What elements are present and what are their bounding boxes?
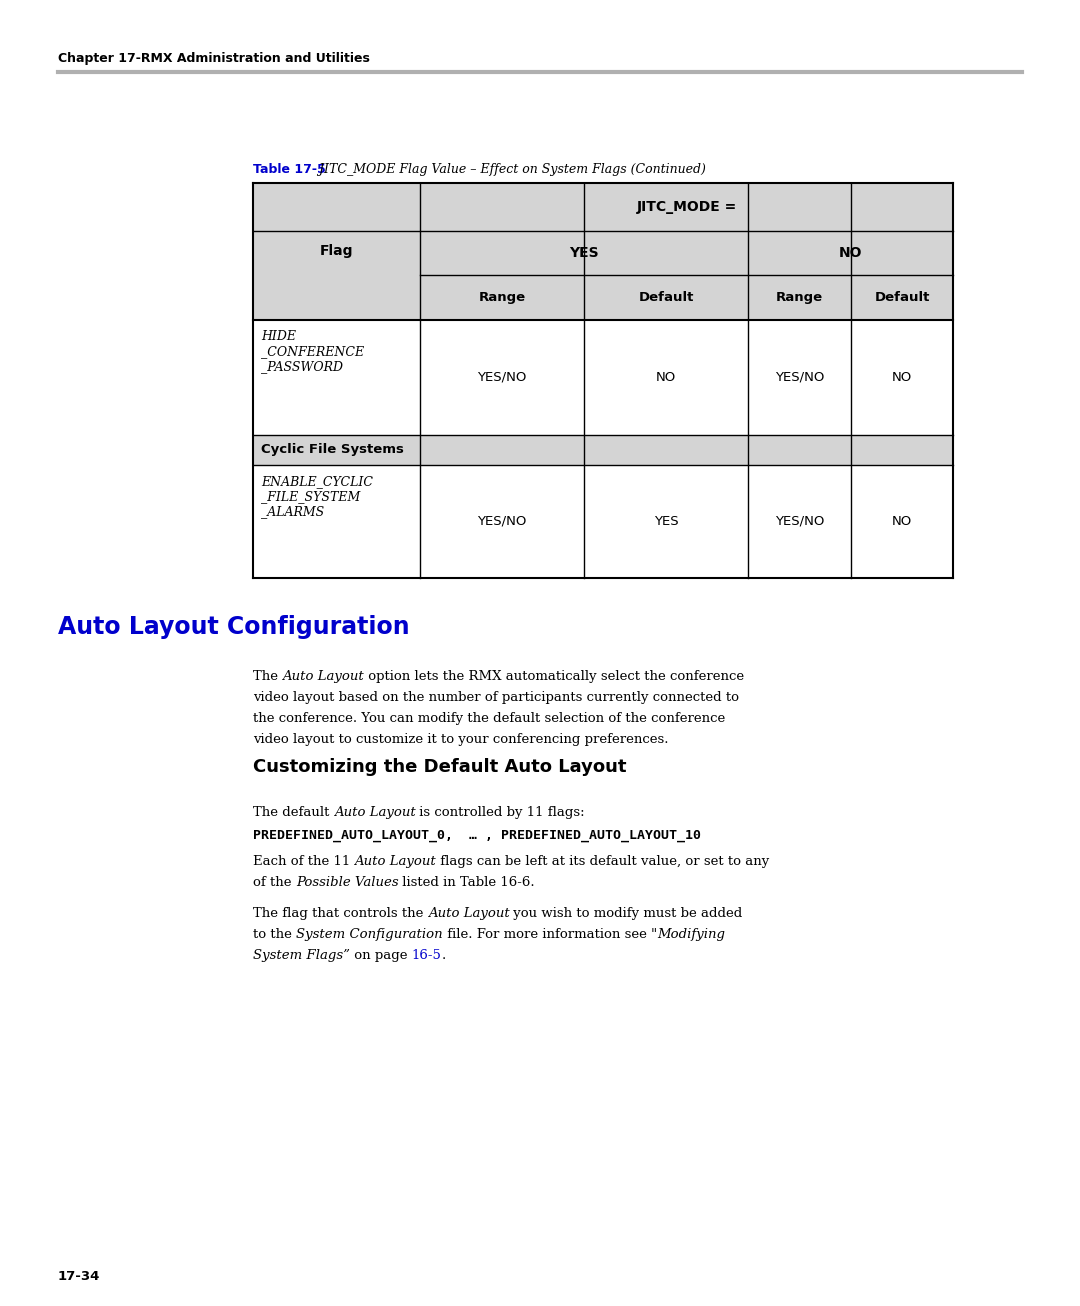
Text: file. For more information see ": file. For more information see " bbox=[443, 929, 657, 942]
Bar bbox=[851, 465, 953, 579]
Bar bbox=[748, 231, 953, 276]
Text: Range: Range bbox=[478, 291, 526, 304]
Text: flags can be left at its default value, or set to any: flags can be left at its default value, … bbox=[436, 855, 769, 868]
Bar bbox=[420, 231, 748, 276]
Text: The default: The default bbox=[253, 806, 334, 819]
Text: Possible Values: Possible Values bbox=[296, 876, 399, 889]
Text: PREDEFINED_AUTO_LAYOUT_0,  … , PREDEFINED_AUTO_LAYOUT_10: PREDEFINED_AUTO_LAYOUT_0, … , PREDEFINED… bbox=[253, 829, 701, 842]
Bar bbox=[851, 276, 953, 320]
Text: The flag that controls the: The flag that controls the bbox=[253, 906, 428, 919]
Text: is controlled by 11 flags:: is controlled by 11 flags: bbox=[416, 806, 585, 819]
Text: Customizing the Default Auto Layout: Customizing the Default Auto Layout bbox=[253, 757, 626, 776]
Bar bbox=[253, 183, 420, 231]
Text: Auto Layout: Auto Layout bbox=[282, 670, 364, 683]
Text: video layout based on the number of participants currently connected to: video layout based on the number of part… bbox=[253, 691, 739, 704]
Bar bbox=[253, 435, 953, 465]
Text: Chapter 17-RMX Administration and Utilities: Chapter 17-RMX Administration and Utilit… bbox=[58, 52, 369, 65]
Text: 16-5: 16-5 bbox=[411, 949, 442, 963]
Text: Auto Layout: Auto Layout bbox=[428, 906, 510, 919]
Text: YES/NO: YES/NO bbox=[477, 515, 527, 528]
Text: Default: Default bbox=[875, 291, 930, 304]
Text: Auto Layout Configuration: Auto Layout Configuration bbox=[58, 615, 409, 639]
Text: the conference. You can modify the default selection of the conference: the conference. You can modify the defau… bbox=[253, 712, 726, 725]
Text: option lets the RMX automatically select the conference: option lets the RMX automatically select… bbox=[364, 670, 744, 683]
Bar bbox=[420, 183, 953, 231]
Bar bbox=[748, 465, 851, 579]
Text: The: The bbox=[253, 670, 282, 683]
Bar bbox=[748, 276, 851, 320]
Text: System Configuration: System Configuration bbox=[296, 929, 443, 942]
Bar bbox=[851, 320, 953, 435]
Text: JITC_MODE =: JITC_MODE = bbox=[636, 200, 737, 214]
Text: Table 17-5: Table 17-5 bbox=[253, 163, 326, 176]
Text: Auto Layout: Auto Layout bbox=[354, 855, 436, 868]
Text: YES/NO: YES/NO bbox=[774, 371, 824, 384]
Text: NO: NO bbox=[892, 371, 913, 384]
Bar bbox=[584, 465, 748, 579]
Text: video layout to customize it to your conferencing preferences.: video layout to customize it to your con… bbox=[253, 733, 669, 746]
Text: Flag: Flag bbox=[320, 244, 353, 259]
Text: ENABLE_CYCLIC
_FILE_SYSTEM
_ALARMS: ENABLE_CYCLIC _FILE_SYSTEM _ALARMS bbox=[261, 475, 373, 518]
Bar bbox=[584, 276, 748, 320]
Bar bbox=[748, 320, 851, 435]
Text: NO: NO bbox=[892, 515, 913, 528]
Text: of the: of the bbox=[253, 876, 296, 889]
Text: you wish to modify must be added: you wish to modify must be added bbox=[510, 906, 743, 919]
Text: Modifying: Modifying bbox=[657, 929, 725, 942]
Text: Auto Layout: Auto Layout bbox=[334, 806, 416, 819]
Text: Default: Default bbox=[638, 291, 693, 304]
Bar bbox=[420, 465, 584, 579]
Text: YES/NO: YES/NO bbox=[774, 515, 824, 528]
Text: JITC_MODE Flag Value – Effect on System Flags (Continued): JITC_MODE Flag Value – Effect on System … bbox=[315, 163, 706, 176]
Bar bbox=[253, 465, 420, 579]
Text: YES/NO: YES/NO bbox=[477, 371, 527, 384]
Text: Range: Range bbox=[775, 291, 823, 304]
Text: 17-34: 17-34 bbox=[58, 1269, 100, 1282]
Text: Cyclic File Systems: Cyclic File Systems bbox=[261, 444, 404, 457]
Bar bbox=[420, 320, 584, 435]
Text: HIDE
_CONFERENCE
_PASSWORD: HIDE _CONFERENCE _PASSWORD bbox=[261, 330, 364, 374]
Text: NO: NO bbox=[839, 246, 862, 260]
Text: NO: NO bbox=[656, 371, 676, 384]
Bar bbox=[253, 276, 420, 320]
Text: listed in Table 16-6.: listed in Table 16-6. bbox=[399, 876, 535, 889]
Text: on page: on page bbox=[350, 949, 411, 963]
Bar bbox=[253, 231, 420, 276]
Text: Each of the 11: Each of the 11 bbox=[253, 855, 354, 868]
Bar bbox=[420, 276, 584, 320]
Bar bbox=[584, 320, 748, 435]
Text: to the: to the bbox=[253, 929, 296, 942]
Text: YES: YES bbox=[653, 515, 678, 528]
Text: System Flags”: System Flags” bbox=[253, 949, 350, 963]
Text: YES: YES bbox=[569, 246, 598, 260]
Text: .: . bbox=[442, 949, 446, 963]
Bar bbox=[253, 320, 420, 435]
